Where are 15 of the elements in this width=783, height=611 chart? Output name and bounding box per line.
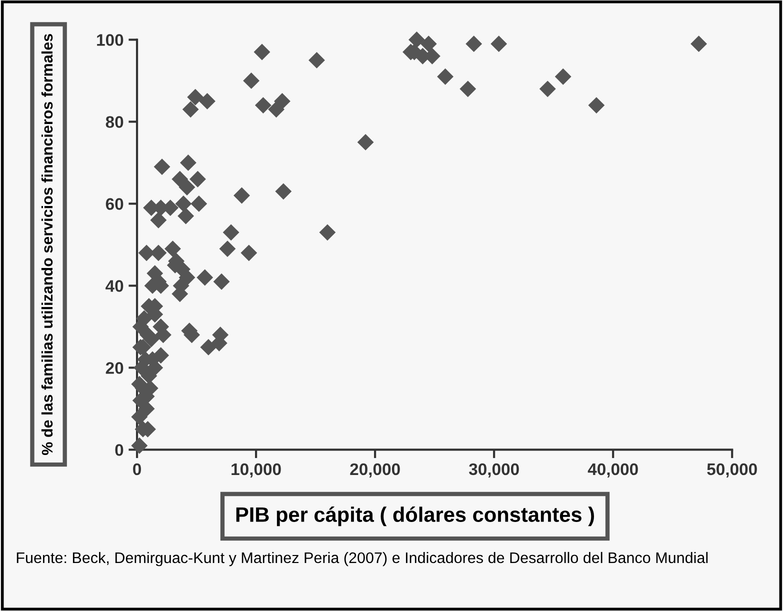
y-tick-label: 20: [106, 362, 124, 374]
y-axis-title: % de las familias utilizando servicios financieros formales: [41, 34, 53, 455]
x-tick-label: 10,000: [232, 463, 281, 478]
x-tick-label: 30,000: [468, 463, 519, 478]
y-tick-label: 100: [97, 34, 124, 46]
x-tick-label: 20,000: [350, 463, 400, 478]
source-note: Fuente: Beck, Demirguac-Kunt y Martinez Peria (2007) e Indicadores de Desarrollo del Banco Mundial: [16, 552, 708, 566]
x-tick-label: 0: [133, 463, 141, 476]
y-tick-label: 80: [106, 116, 124, 128]
y-tick-label: 60: [106, 198, 124, 210]
x-tick-label: 50,000: [707, 463, 757, 478]
x-tick-label: 40,000: [588, 463, 638, 478]
x-axis-title: PIB per cápita ( dólares constantes ): [236, 506, 594, 526]
y-tick-label: 0: [115, 444, 124, 456]
y-tick-label: 40: [106, 280, 124, 292]
